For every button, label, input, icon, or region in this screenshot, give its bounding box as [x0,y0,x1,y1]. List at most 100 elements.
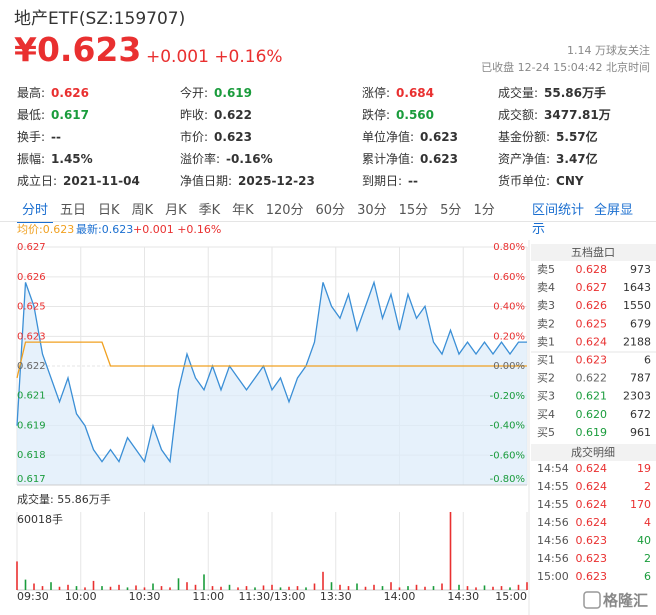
volume-bar [254,587,256,590]
ob-price: 0.628 [576,263,608,276]
stat: 溢价率: -0.16% [180,150,362,172]
tab[interactable]: 15分 [398,203,429,218]
stat-label: 振幅: [17,152,46,166]
volume-bar [330,582,333,590]
legend-change: +0.001 +0.16% [133,223,221,236]
stat: 到期日: -- [362,172,498,194]
stat: 累计净值: 0.623 [362,150,498,172]
stat-label: 最高: [17,86,46,100]
volume-bar [177,578,180,590]
tab[interactable]: 年K [232,203,254,218]
tab-link[interactable]: 全屏显示 [532,203,634,237]
y-tick-label: 0.623 [17,331,46,342]
volume-bar [126,587,129,590]
volume-bar [271,584,273,590]
volume-bar [415,584,418,590]
stat-label: 成交额: [498,108,539,122]
volume-bar [228,584,231,590]
y-tick-label: 0.619 [17,421,46,432]
volume-bar [313,583,316,590]
tab[interactable]: 五日 [60,203,87,218]
watermark: 格隆汇 [603,592,648,610]
volume-title: 成交量: 55.86万手 [17,492,111,506]
title: 地产ETF(SZ:159707) [14,9,186,29]
volume-bar [441,583,443,590]
stat: 振幅: 1.45% [17,150,180,172]
ob-label: 卖1 [537,335,555,348]
y2-tick-label: -0.80% [490,474,525,485]
stat: 净值日期: 2025-12-23 [180,172,362,194]
stat-label: 成交量: [498,86,539,100]
ob-label: 买5 [537,426,555,439]
ob-volume: 787 [630,372,651,385]
volume-bar [296,586,299,590]
ob-price: 0.623 [576,354,608,367]
stat-value: 0.623 [420,152,459,166]
tab[interactable]: 分时 [17,199,54,223]
stat: 基金份额: 5.57亿 [498,128,638,150]
ob-volume: 2303 [623,390,651,403]
ob-price: 0.624 [576,335,608,348]
volume-bar [84,587,86,590]
trade-volume: 6 [644,570,651,583]
stat-value: 5.57亿 [556,130,598,144]
volume-bar [41,586,44,590]
stat-value: 0.622 [214,108,253,122]
tab[interactable]: 60分 [315,203,346,218]
y2-tick-label: 0.00% [493,361,525,372]
ob-volume: 6 [644,354,651,367]
tab[interactable]: 1分 [473,203,495,218]
tab[interactable]: 5分 [440,203,462,218]
volume-bar [245,586,248,590]
trade-volume: 40 [637,534,651,547]
tab[interactable]: 季K [198,203,221,218]
tabs: 分时 五日 日K 周K 月K 季K 年K 120分 60分 30分 15分 5分 1分 [17,199,502,223]
tab[interactable]: 日K [98,203,120,218]
stat-value: 0.623 [420,130,459,144]
tab[interactable]: 周K [131,203,154,218]
ob-label: 卖2 [537,317,555,330]
stat-value: 0.560 [396,108,435,122]
volume-bar [526,582,528,590]
x-tick-label: 11:30/13:00 [238,590,305,603]
volume-bar [203,574,205,590]
volume-bar [475,587,477,590]
y-tick-label: 0.622 [17,361,46,372]
volume-bar [390,582,392,590]
stat-value: -0.16% [226,152,273,166]
ob-price: 0.619 [576,426,608,439]
stat: 成立日: 2021-11-04 [17,172,180,194]
volume-bar [407,586,409,590]
stat: 最高: 0.626 [17,84,180,106]
stat-label: 净值日期: [180,174,233,188]
ob-volume: 1643 [623,281,651,294]
volume-bar [288,586,290,590]
stat-value: 0.626 [51,86,90,100]
stat: 跌停: 0.560 [362,106,498,128]
trade-time: 14:56 [537,552,569,565]
legend-latest: 最新:0.623 [76,222,133,236]
x-tick-label: 10:00 [65,590,97,603]
panel-title: 五档盘口 [571,245,615,259]
trade-volume: 2 [644,480,651,493]
stat-value: 0.623 [214,130,253,144]
y-tick-label: 0.625 [17,302,46,313]
change: +0.001 +0.16% [146,47,283,67]
stat-value: -- [408,174,419,188]
tab[interactable]: 30分 [357,203,387,218]
trade-volume: 2 [644,552,651,565]
trade-price: 0.623 [576,570,608,583]
stat-label: 市价: [180,130,209,144]
tab[interactable]: 120分 [265,203,304,218]
trade-price: 0.624 [576,498,608,511]
stat-value: 0.617 [51,108,90,122]
ob-price: 0.620 [576,408,608,421]
volume-bar [67,584,69,590]
ob-volume: 679 [630,317,651,330]
tab[interactable]: 月K [165,203,187,218]
stat-value: 3.47亿 [556,152,598,166]
tab-link[interactable]: 区间统计 [532,203,585,218]
stat-label: 今开: [180,86,209,100]
x-tick-label: 15:00 [495,590,527,603]
